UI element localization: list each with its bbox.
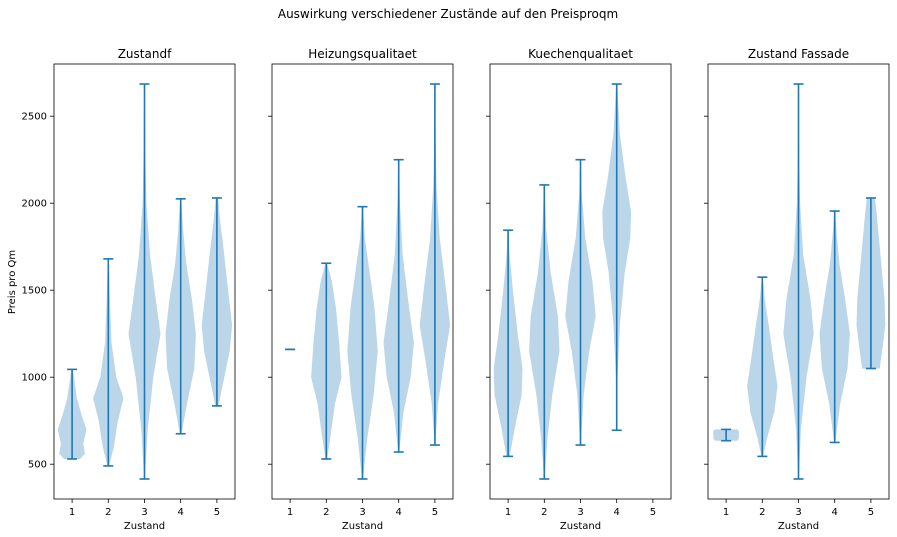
violin-4-3: [783, 83, 814, 480]
panel-title: Heizungsqualitaet: [308, 47, 417, 61]
violin-4-4: [819, 210, 850, 444]
panel-title: Kuechenqualitaet: [528, 47, 633, 61]
y-axis-label: Preis pro Qm: [7, 250, 18, 314]
subplot-panels: 1 2 3 4 55001000150020002500ZustandfZustand1…: [22, 47, 890, 532]
x-tick-label: 4: [614, 507, 620, 518]
panel-1: 1 2 3 4 5 500 1000 1500 2000 2500 Zustandf Zustand: [22, 47, 236, 532]
panel-4: 1 2 3 4 5 Zustand Fassade Zustand: [704, 47, 890, 532]
violin-2-5: [419, 83, 451, 446]
x-tick-label: 1: [505, 507, 511, 518]
violin-1-2: [93, 258, 124, 467]
x-tick-label: 5: [214, 507, 220, 518]
x-tick-label: 5: [868, 507, 874, 518]
violin-2-4: [383, 158, 414, 453]
panel-title: Zustand Fassade: [748, 47, 849, 61]
violin-3-1: [493, 229, 523, 458]
y-tick-label: 500: [28, 460, 47, 471]
x-tick-label: 2: [323, 507, 329, 518]
x-tick-label: 5: [650, 507, 656, 518]
x-tick-label: 3: [359, 507, 365, 518]
x-tick-label: 4: [396, 507, 402, 518]
y-tick-label: 1000: [22, 373, 47, 384]
x-tick-label: 2: [541, 507, 547, 518]
figure-title: Auswirkung verschiedener Zustände auf de…: [278, 7, 618, 21]
x-tick-label: 4: [832, 507, 838, 518]
x-axis-label: Zustand: [778, 521, 819, 532]
x-axis-label: Zustand: [560, 521, 601, 532]
x-axis-label: Zustand: [124, 521, 165, 532]
violin-1-3: [128, 83, 161, 480]
violin-4-1: [713, 428, 739, 442]
violin-2-2: [311, 262, 342, 460]
x-tick-label: 2: [759, 507, 765, 518]
y-tick-label: 1500: [22, 286, 47, 297]
violin-1-5: [201, 197, 233, 407]
x-tick-label: 3: [795, 507, 801, 518]
panel-title: Zustandf: [118, 47, 172, 61]
violin-1-1: [57, 368, 87, 460]
x-tick-label: 3: [141, 507, 147, 518]
violin-3-4: [602, 83, 632, 432]
violin-3-3: [565, 158, 596, 446]
x-tick-label: 1: [69, 507, 75, 518]
x-tick-label: 1: [287, 507, 293, 518]
x-tick-label: 2: [105, 507, 111, 518]
x-tick-label: 4: [178, 507, 184, 518]
violin-2-3: [347, 205, 378, 480]
x-axis-label: Zustand: [342, 521, 383, 532]
x-tick-label: 1: [723, 507, 729, 518]
x-tick-label: 5: [432, 507, 438, 518]
y-tick-label: 2500: [22, 112, 47, 123]
y-tick-label: 2000: [22, 199, 47, 210]
panel-2: 1 2 3 4 5 Heizungsqualitaet Zustand: [268, 47, 454, 532]
panel-3: 1 2 3 4 5 Kuechenqualitaet Zustand: [486, 47, 672, 532]
violin-4-5: [856, 197, 886, 370]
violin-3-2: [529, 184, 560, 480]
x-tick-label: 3: [577, 507, 583, 518]
violin-4-2: [747, 276, 778, 458]
violin-1-4: [165, 198, 196, 435]
